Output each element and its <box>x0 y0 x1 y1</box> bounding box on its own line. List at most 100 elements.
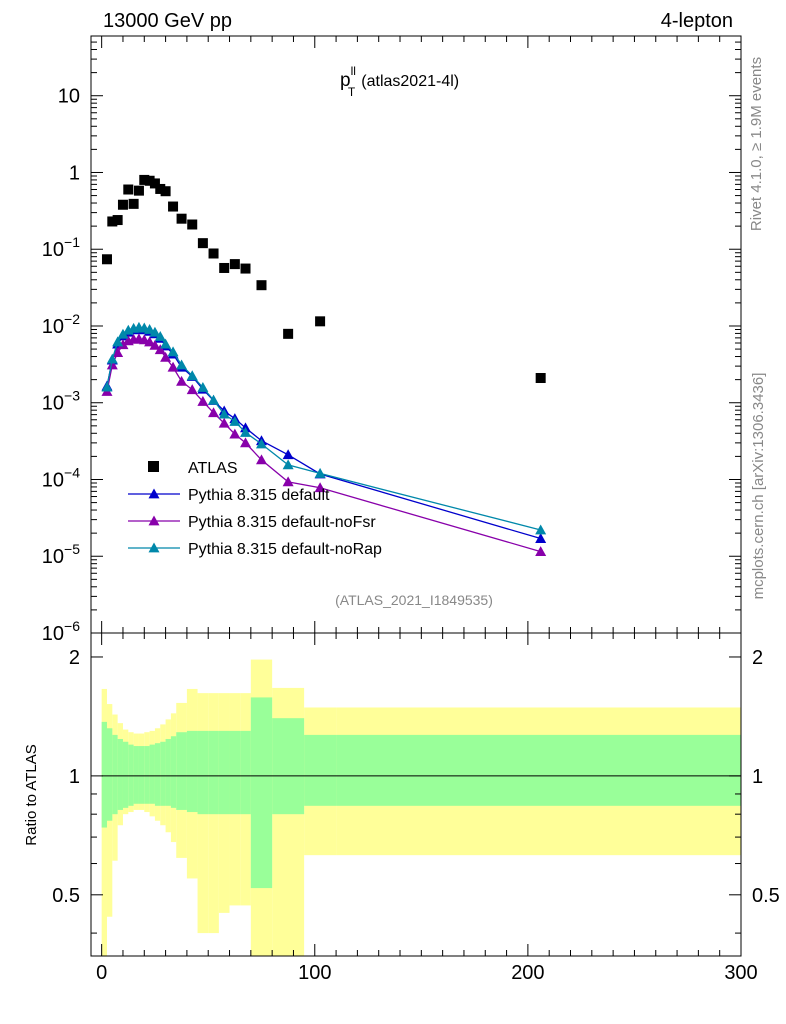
ratio-band-green-bin <box>208 730 219 815</box>
point-pythia-8-315-default-norap <box>154 330 166 341</box>
point-atlas <box>168 201 179 212</box>
ratio-band-green-bin <box>272 718 305 815</box>
plot-title: pll T (atlas2021-4l) <box>340 64 459 99</box>
main-ytick-label: 10−3 <box>42 388 80 415</box>
ratio-band-green-bin <box>165 738 171 806</box>
point-pythia-8-315-default-norap <box>314 467 326 478</box>
point-pythia-8-315-default-nofsr <box>112 347 124 358</box>
legend: ATLAS Pythia 8.315 default Pythia 8.315 de… <box>128 460 382 558</box>
main-ytick-label: 1 <box>69 162 80 184</box>
point-pythia-8-315-default-nofsr <box>167 361 179 372</box>
point-pythia-8-315-default-norap <box>112 336 124 347</box>
site-label: mcplots.cern.ch [arXiv:1306.3436] <box>750 373 767 600</box>
main-ytick-label: 10−6 <box>42 618 80 645</box>
point-atlas <box>117 199 128 210</box>
legend-label-pythia-8-315-default: Pythia 8.315 default <box>188 487 330 504</box>
ratio-band-green-bin <box>101 721 107 828</box>
ratio-band-green-bin <box>112 734 118 815</box>
plot-title-super: ll <box>351 64 356 78</box>
point-atlas <box>256 280 267 291</box>
point-pythia-8-315-default-norap <box>218 408 230 419</box>
point-pythia-8-315-default-norap <box>186 370 198 381</box>
point-pythia-8-315-default-nofsr <box>314 482 326 493</box>
point-atlas <box>187 219 198 230</box>
point-atlas <box>144 175 155 186</box>
point-pythia-8-315-default-nofsr <box>176 375 188 386</box>
point-atlas <box>240 263 251 274</box>
point-atlas <box>128 198 139 209</box>
point-pythia-8-315-default-norap <box>282 459 294 470</box>
point-atlas <box>219 262 230 273</box>
plot-title-sub: T <box>348 85 356 99</box>
main-ytick-label-base: 10 <box>42 316 64 338</box>
ratio-bands <box>101 659 741 956</box>
main-ytick-label-exp: −6 <box>64 618 80 634</box>
point-atlas <box>197 238 208 249</box>
ratio-xtick-label: 100 <box>298 962 331 984</box>
legend-marker-atlas <box>148 461 159 472</box>
point-atlas <box>112 215 123 226</box>
ratio-band-green-bin <box>218 730 230 815</box>
main-ytick-label-base: 10 <box>42 469 64 491</box>
ratio-ytick-label-left: 0.5 <box>52 885 80 907</box>
main-ytick-label-base: 10 <box>42 546 64 568</box>
main-ytick-label-base: 10 <box>42 393 64 415</box>
point-pythia-8-315-default <box>282 449 294 460</box>
ratio-band-green-bin <box>304 734 337 806</box>
ratio-band-green-bin <box>117 738 123 810</box>
point-atlas <box>208 248 219 259</box>
ratio-xtick-label: 300 <box>724 962 757 984</box>
point-atlas <box>101 254 112 265</box>
point-pythia-8-315-default-norap <box>229 415 241 426</box>
process-label: 4-lepton <box>661 10 733 32</box>
ratio-ytick-label-right: 2 <box>752 647 763 669</box>
point-atlas <box>139 174 150 185</box>
point-pythia-8-315-default-nofsr <box>255 454 267 465</box>
point-atlas <box>155 183 166 194</box>
ratio-ylabel: Ratio to ATLAS <box>23 744 40 845</box>
ratio-frame <box>90 632 742 957</box>
ratio-band-green-bin <box>144 746 150 804</box>
ratio-band-green-bin <box>154 743 161 806</box>
point-pythia-8-315-default-norap <box>149 326 161 337</box>
ratio-ytick-label-right: 0.5 <box>752 885 780 907</box>
legend-label-atlas: ATLAS <box>188 460 238 477</box>
point-atlas <box>283 328 294 339</box>
point-pythia-8-315-default-norap <box>106 353 118 364</box>
ratio-band-green-bin <box>122 741 129 808</box>
ratio-band-green-bin <box>186 730 198 813</box>
analysis-label: (ATLAS_2021_I1849535) <box>335 592 493 608</box>
rivet-version-label: Rivet 4.1.0, ≥ 1.9M events <box>748 57 765 231</box>
point-atlas <box>160 186 171 197</box>
ratio-band-green-bin <box>176 732 187 810</box>
point-pythia-8-315-default-nofsr <box>197 395 209 406</box>
main-ytick-label: 10−5 <box>42 541 80 568</box>
legend-label-pythia-8-315-default-nofsr: Pythia 8.315 default-noFsr <box>188 514 376 531</box>
ratio-band-green-bin <box>229 730 241 815</box>
legend-marker-pythia-8-315-default <box>148 488 160 499</box>
point-pythia-8-315-default-nofsr <box>229 428 241 439</box>
point-pythia-8-315-default-norap <box>117 328 129 339</box>
main-ytick-label-base: 10 <box>42 239 64 261</box>
main-ytick-label: 10−2 <box>42 311 80 338</box>
ratio-ytick-label-left: 1 <box>69 766 80 788</box>
ratio-axes: 2 2 1 1 0.5 0.5 0 100 200 300 <box>52 632 780 984</box>
main-ytick-label: 10−1 <box>42 234 80 261</box>
plot-title-main: p <box>340 70 351 91</box>
main-ytick-label: 10 <box>58 86 80 108</box>
series-line-pythia-8-315-default <box>106 328 541 540</box>
ratio-band-green-bin <box>197 730 209 815</box>
point-pythia-8-315-default-norap <box>160 338 172 349</box>
point-pythia-8-315-default-nofsr <box>117 339 129 350</box>
ratio-band-green-bin <box>160 741 166 806</box>
point-atlas <box>123 184 134 195</box>
point-atlas <box>133 185 144 196</box>
point-pythia-8-315-default-nofsr <box>208 407 220 418</box>
point-pythia-8-315-default-norap <box>197 381 209 392</box>
main-ytick-label-base: 10 <box>58 86 80 108</box>
point-pythia-8-315-default-norap <box>240 426 252 437</box>
main-ytick-label-base: 1 <box>69 162 80 184</box>
legend-marker-pythia-8-315-default-nofsr <box>148 515 160 526</box>
point-pythia-8-315-default-nofsr <box>106 359 118 370</box>
